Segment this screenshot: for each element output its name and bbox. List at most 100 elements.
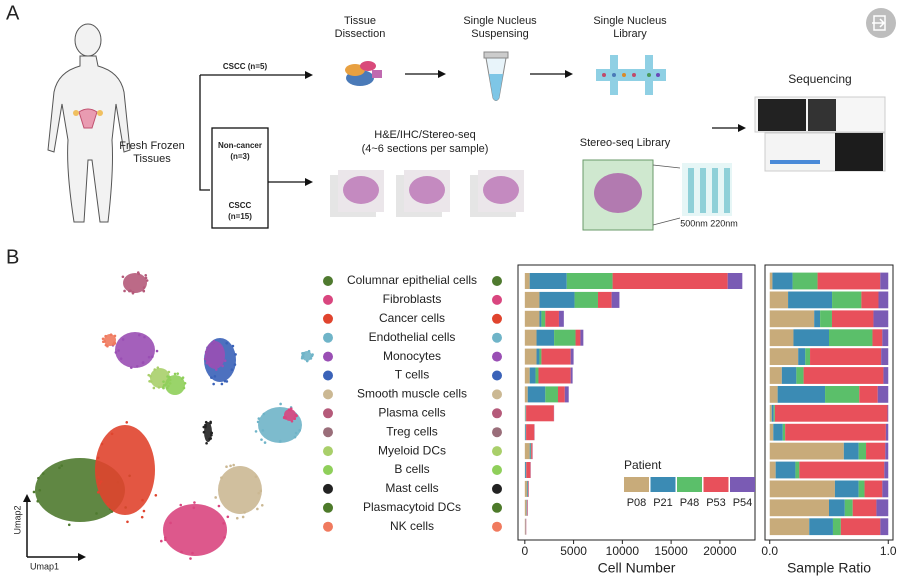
bar-segment [538, 367, 571, 384]
umap-point [204, 423, 207, 427]
umap-point [98, 482, 102, 485]
umap-point [183, 381, 187, 385]
umap-point [302, 351, 306, 355]
bar-segment [541, 348, 571, 365]
bar-segment [526, 405, 554, 422]
umap-point [223, 359, 227, 363]
umap-point [102, 340, 105, 343]
ratio-segment [880, 518, 889, 536]
umap-point [153, 368, 157, 371]
umap-cluster [123, 273, 147, 293]
ratio-segment [769, 480, 835, 498]
ratio-segment [887, 404, 889, 422]
legend-dot [492, 276, 502, 286]
umap-point [192, 506, 196, 510]
umap-cluster [115, 332, 155, 368]
category-label: B cells [394, 462, 429, 476]
umap-point [141, 498, 144, 502]
umap-point [162, 380, 165, 383]
bar-segment [536, 329, 555, 346]
umap-point [257, 417, 261, 420]
x-tick-label: 1.0 [880, 544, 897, 558]
umap-point [207, 360, 211, 364]
bar-segment [611, 291, 620, 308]
ratio-segment [843, 442, 859, 460]
legend-dot [323, 521, 333, 532]
umap-axes [26, 500, 80, 558]
exit-button[interactable] [866, 8, 896, 38]
ratio-segment [864, 480, 883, 498]
umap-point [36, 499, 40, 503]
umap-point [298, 429, 301, 432]
umap-point [193, 501, 196, 504]
library-chip [596, 55, 666, 95]
scale-label: 500nm [680, 218, 708, 228]
legend-dot [492, 408, 502, 419]
x-tick-label: 10000 [606, 544, 640, 558]
panel-label: A [6, 2, 20, 24]
ratio-segment [777, 386, 826, 403]
umap-plot [32, 271, 314, 560]
ratio-segment [872, 329, 883, 347]
legend-dot [323, 408, 333, 419]
umap-point [32, 490, 36, 494]
legend-dot [323, 483, 333, 494]
umap-point [293, 417, 296, 420]
ratio-segment [852, 499, 877, 517]
ratio-segment [840, 518, 881, 536]
umap-point [231, 344, 235, 348]
ratio-segment [834, 480, 859, 498]
ratio-segment [810, 348, 882, 365]
umap-point [123, 289, 126, 293]
ratio-segment [795, 461, 800, 479]
category-label: Treg cells [386, 424, 438, 438]
legend-dot [323, 465, 333, 475]
step-label: Tissue [344, 15, 376, 27]
umap-point [95, 512, 98, 515]
step-label: Single Nucleus [593, 15, 667, 27]
bar-segment [564, 386, 569, 403]
umap-point [215, 368, 218, 371]
umap-point [220, 382, 224, 386]
umap-point [278, 439, 282, 443]
ratio-segment [769, 272, 773, 290]
ratio-segment [873, 310, 889, 328]
bar-segment [541, 310, 546, 327]
umap-point [305, 359, 309, 363]
ratio-segment [799, 461, 885, 479]
ratio-segment [769, 442, 844, 460]
ratio-segment [769, 461, 776, 479]
umap-point [100, 442, 104, 446]
bar-segment [524, 348, 537, 365]
step-label: Library [613, 28, 647, 40]
ratio-segment [861, 291, 879, 309]
group-label: (n=15) [228, 212, 252, 221]
ratio-segment [769, 367, 782, 384]
bar-segment [566, 273, 613, 289]
umap-point [136, 271, 140, 274]
umap-point [220, 476, 223, 479]
legend-dot [323, 351, 333, 362]
ratio-segment [814, 310, 821, 328]
umap-point [58, 466, 61, 470]
legend-dot [323, 294, 333, 305]
ratio-segment [859, 386, 878, 403]
stereo-chip [582, 159, 732, 231]
bar-segment [526, 462, 531, 478]
ratio-segment [880, 272, 889, 290]
legend-dot [492, 294, 502, 305]
category-label: Smooth muscle cells [357, 387, 467, 401]
umap-point [225, 380, 229, 383]
umap-point [96, 491, 100, 494]
bar-segment [570, 367, 573, 384]
step-label: Single Nucleus [463, 15, 537, 27]
legend-dot [323, 332, 333, 343]
legend-dot [492, 465, 502, 475]
sequencers [754, 96, 886, 172]
ratio-segment [883, 367, 889, 384]
arrowhead [305, 178, 313, 186]
umap-point [104, 334, 107, 338]
group-label: CSCC [229, 201, 252, 210]
umap-point [214, 496, 217, 499]
umap-point [37, 476, 40, 480]
